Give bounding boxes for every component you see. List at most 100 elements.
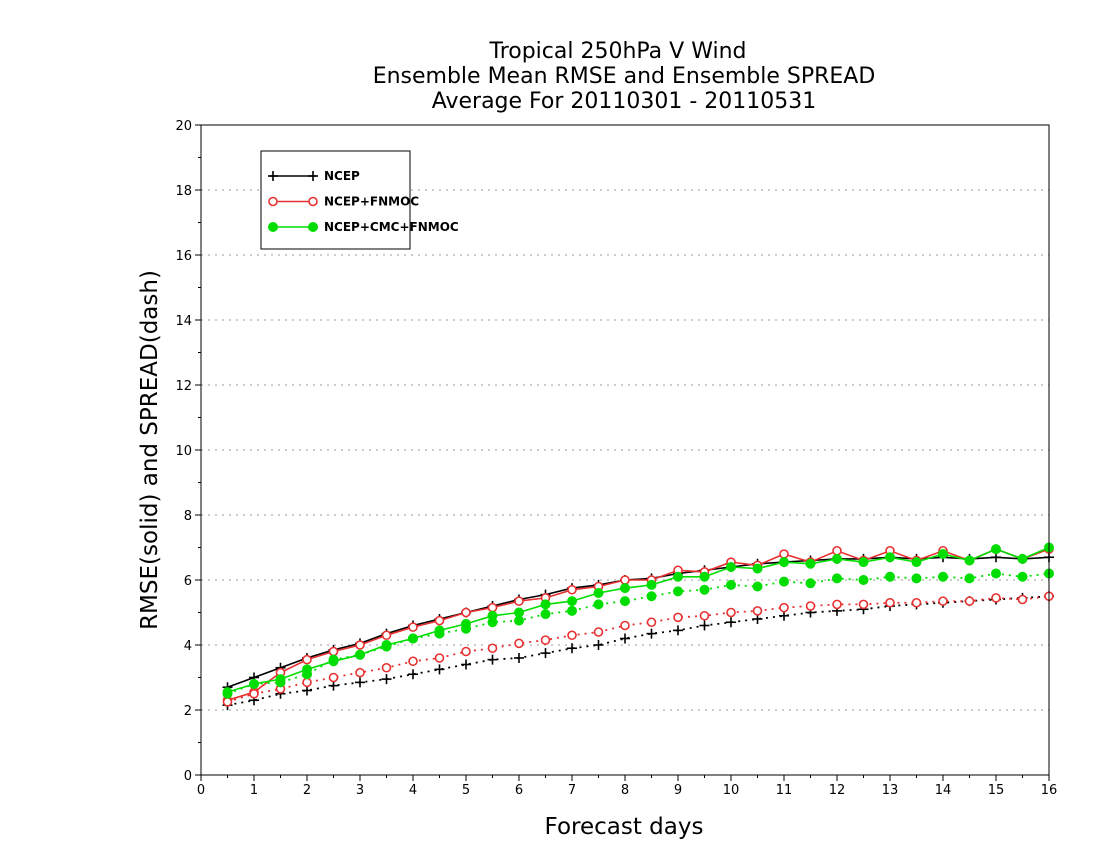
x-tick-label: 14 bbox=[935, 783, 952, 798]
data-point bbox=[514, 596, 524, 606]
data-point bbox=[593, 588, 604, 598]
y-tick-label: 2 bbox=[184, 704, 192, 719]
data-point bbox=[1017, 553, 1028, 564]
data-point bbox=[381, 662, 392, 673]
data-point bbox=[567, 596, 577, 607]
y-tick-label: 10 bbox=[175, 444, 192, 459]
data-point bbox=[752, 606, 763, 616]
data-point bbox=[328, 672, 339, 683]
data-point bbox=[752, 581, 763, 592]
legend-label: NCEP+CMC+FNMOC bbox=[324, 220, 459, 234]
x-tick-label: 7 bbox=[568, 783, 576, 798]
data-point bbox=[832, 599, 842, 610]
y-tick-label: 8 bbox=[184, 509, 192, 524]
data-point bbox=[911, 557, 922, 568]
data-point bbox=[673, 571, 683, 582]
data-point bbox=[752, 563, 763, 574]
y-tick-label: 6 bbox=[184, 574, 192, 589]
data-point bbox=[302, 677, 312, 688]
series-line bbox=[227, 572, 1050, 695]
x-tick-label: 13 bbox=[882, 783, 899, 798]
y-tick-label: 0 bbox=[184, 769, 192, 784]
legend: NCEP NCEP+FNMOC NCEP+CMC+FNMOC bbox=[260, 150, 459, 250]
data-point bbox=[567, 605, 577, 616]
x-tick-label: 10 bbox=[723, 783, 740, 798]
x-tick-label: 6 bbox=[515, 783, 523, 798]
data-point bbox=[646, 628, 657, 639]
y-axis-label: RMSE(solid) and SPREAD(dash) bbox=[137, 270, 163, 630]
x-tick-label: 4 bbox=[409, 783, 417, 798]
x-tick-label: 15 bbox=[988, 783, 1005, 798]
data-point bbox=[726, 607, 736, 618]
data-point bbox=[434, 628, 445, 639]
data-point bbox=[646, 591, 657, 602]
data-point bbox=[673, 586, 683, 597]
data-point bbox=[355, 640, 365, 650]
series-rmse-ncep bbox=[222, 552, 1054, 693]
data-point bbox=[726, 562, 736, 572]
data-point bbox=[487, 643, 498, 654]
series-rmse-ncep-fnmoc bbox=[222, 544, 1054, 706]
data-point bbox=[487, 617, 498, 628]
grid bbox=[201, 189, 1049, 711]
series-line bbox=[227, 556, 1050, 689]
legend-box bbox=[260, 150, 411, 250]
data-point bbox=[593, 599, 604, 610]
data-point bbox=[434, 664, 445, 675]
legend-entries: NCEP NCEP+FNMOC NCEP+CMC+FNMOC bbox=[268, 169, 459, 234]
x-tick-label: 11 bbox=[776, 783, 793, 798]
x-tick-label: 16 bbox=[1041, 783, 1058, 798]
y-tick-label: 18 bbox=[175, 184, 192, 199]
data-point bbox=[487, 602, 498, 613]
chart-title: Tropical 250hPa V Wind Ensemble Mean RMS… bbox=[373, 39, 876, 114]
data-point bbox=[328, 654, 339, 665]
data-point bbox=[514, 615, 524, 626]
chart-title-line-3: Average For 20110301 - 20110531 bbox=[432, 89, 817, 114]
data-point bbox=[646, 579, 657, 590]
data-point bbox=[805, 578, 816, 589]
data-point bbox=[408, 656, 418, 667]
data-point bbox=[461, 659, 471, 670]
data-point bbox=[885, 597, 895, 608]
data-point bbox=[308, 222, 318, 232]
data-point bbox=[938, 549, 948, 559]
data-point bbox=[381, 641, 392, 652]
data-point bbox=[620, 583, 630, 594]
data-point bbox=[249, 679, 259, 689]
data-point bbox=[461, 623, 471, 634]
data-point bbox=[858, 599, 869, 610]
data-point bbox=[302, 654, 312, 665]
data-point bbox=[249, 688, 259, 699]
data-point bbox=[805, 558, 816, 569]
data-point bbox=[593, 627, 604, 637]
data-point bbox=[779, 576, 789, 587]
series-line bbox=[227, 548, 1050, 702]
y-tick-label: 4 bbox=[184, 639, 192, 654]
data-point bbox=[275, 677, 286, 688]
series-line bbox=[227, 546, 1050, 693]
data-point bbox=[434, 653, 445, 663]
series-spread-ncep bbox=[222, 591, 1054, 711]
data-point bbox=[540, 609, 551, 620]
x-tick-label: 2 bbox=[303, 783, 311, 798]
y-tick-label: 14 bbox=[175, 314, 192, 329]
data-point bbox=[938, 596, 948, 606]
x-tick-label: 0 bbox=[197, 783, 205, 798]
x-tick-label: 3 bbox=[356, 783, 364, 798]
legend-label: NCEP bbox=[324, 169, 360, 183]
series-line bbox=[227, 595, 1050, 703]
data-point bbox=[268, 222, 278, 232]
data-point bbox=[673, 625, 683, 636]
x-axis-label: Forecast days bbox=[545, 814, 704, 840]
data-point bbox=[461, 607, 471, 618]
data-point bbox=[567, 630, 577, 641]
legend-entry: NCEP bbox=[268, 169, 360, 183]
data-point bbox=[646, 617, 657, 628]
data-point bbox=[308, 171, 318, 181]
data-point bbox=[938, 571, 948, 582]
series-spread-ncep-cmc-fnmoc bbox=[222, 568, 1054, 699]
data-point bbox=[408, 622, 418, 632]
data-point bbox=[514, 653, 524, 663]
data-point bbox=[355, 667, 365, 678]
data-point bbox=[964, 573, 975, 584]
